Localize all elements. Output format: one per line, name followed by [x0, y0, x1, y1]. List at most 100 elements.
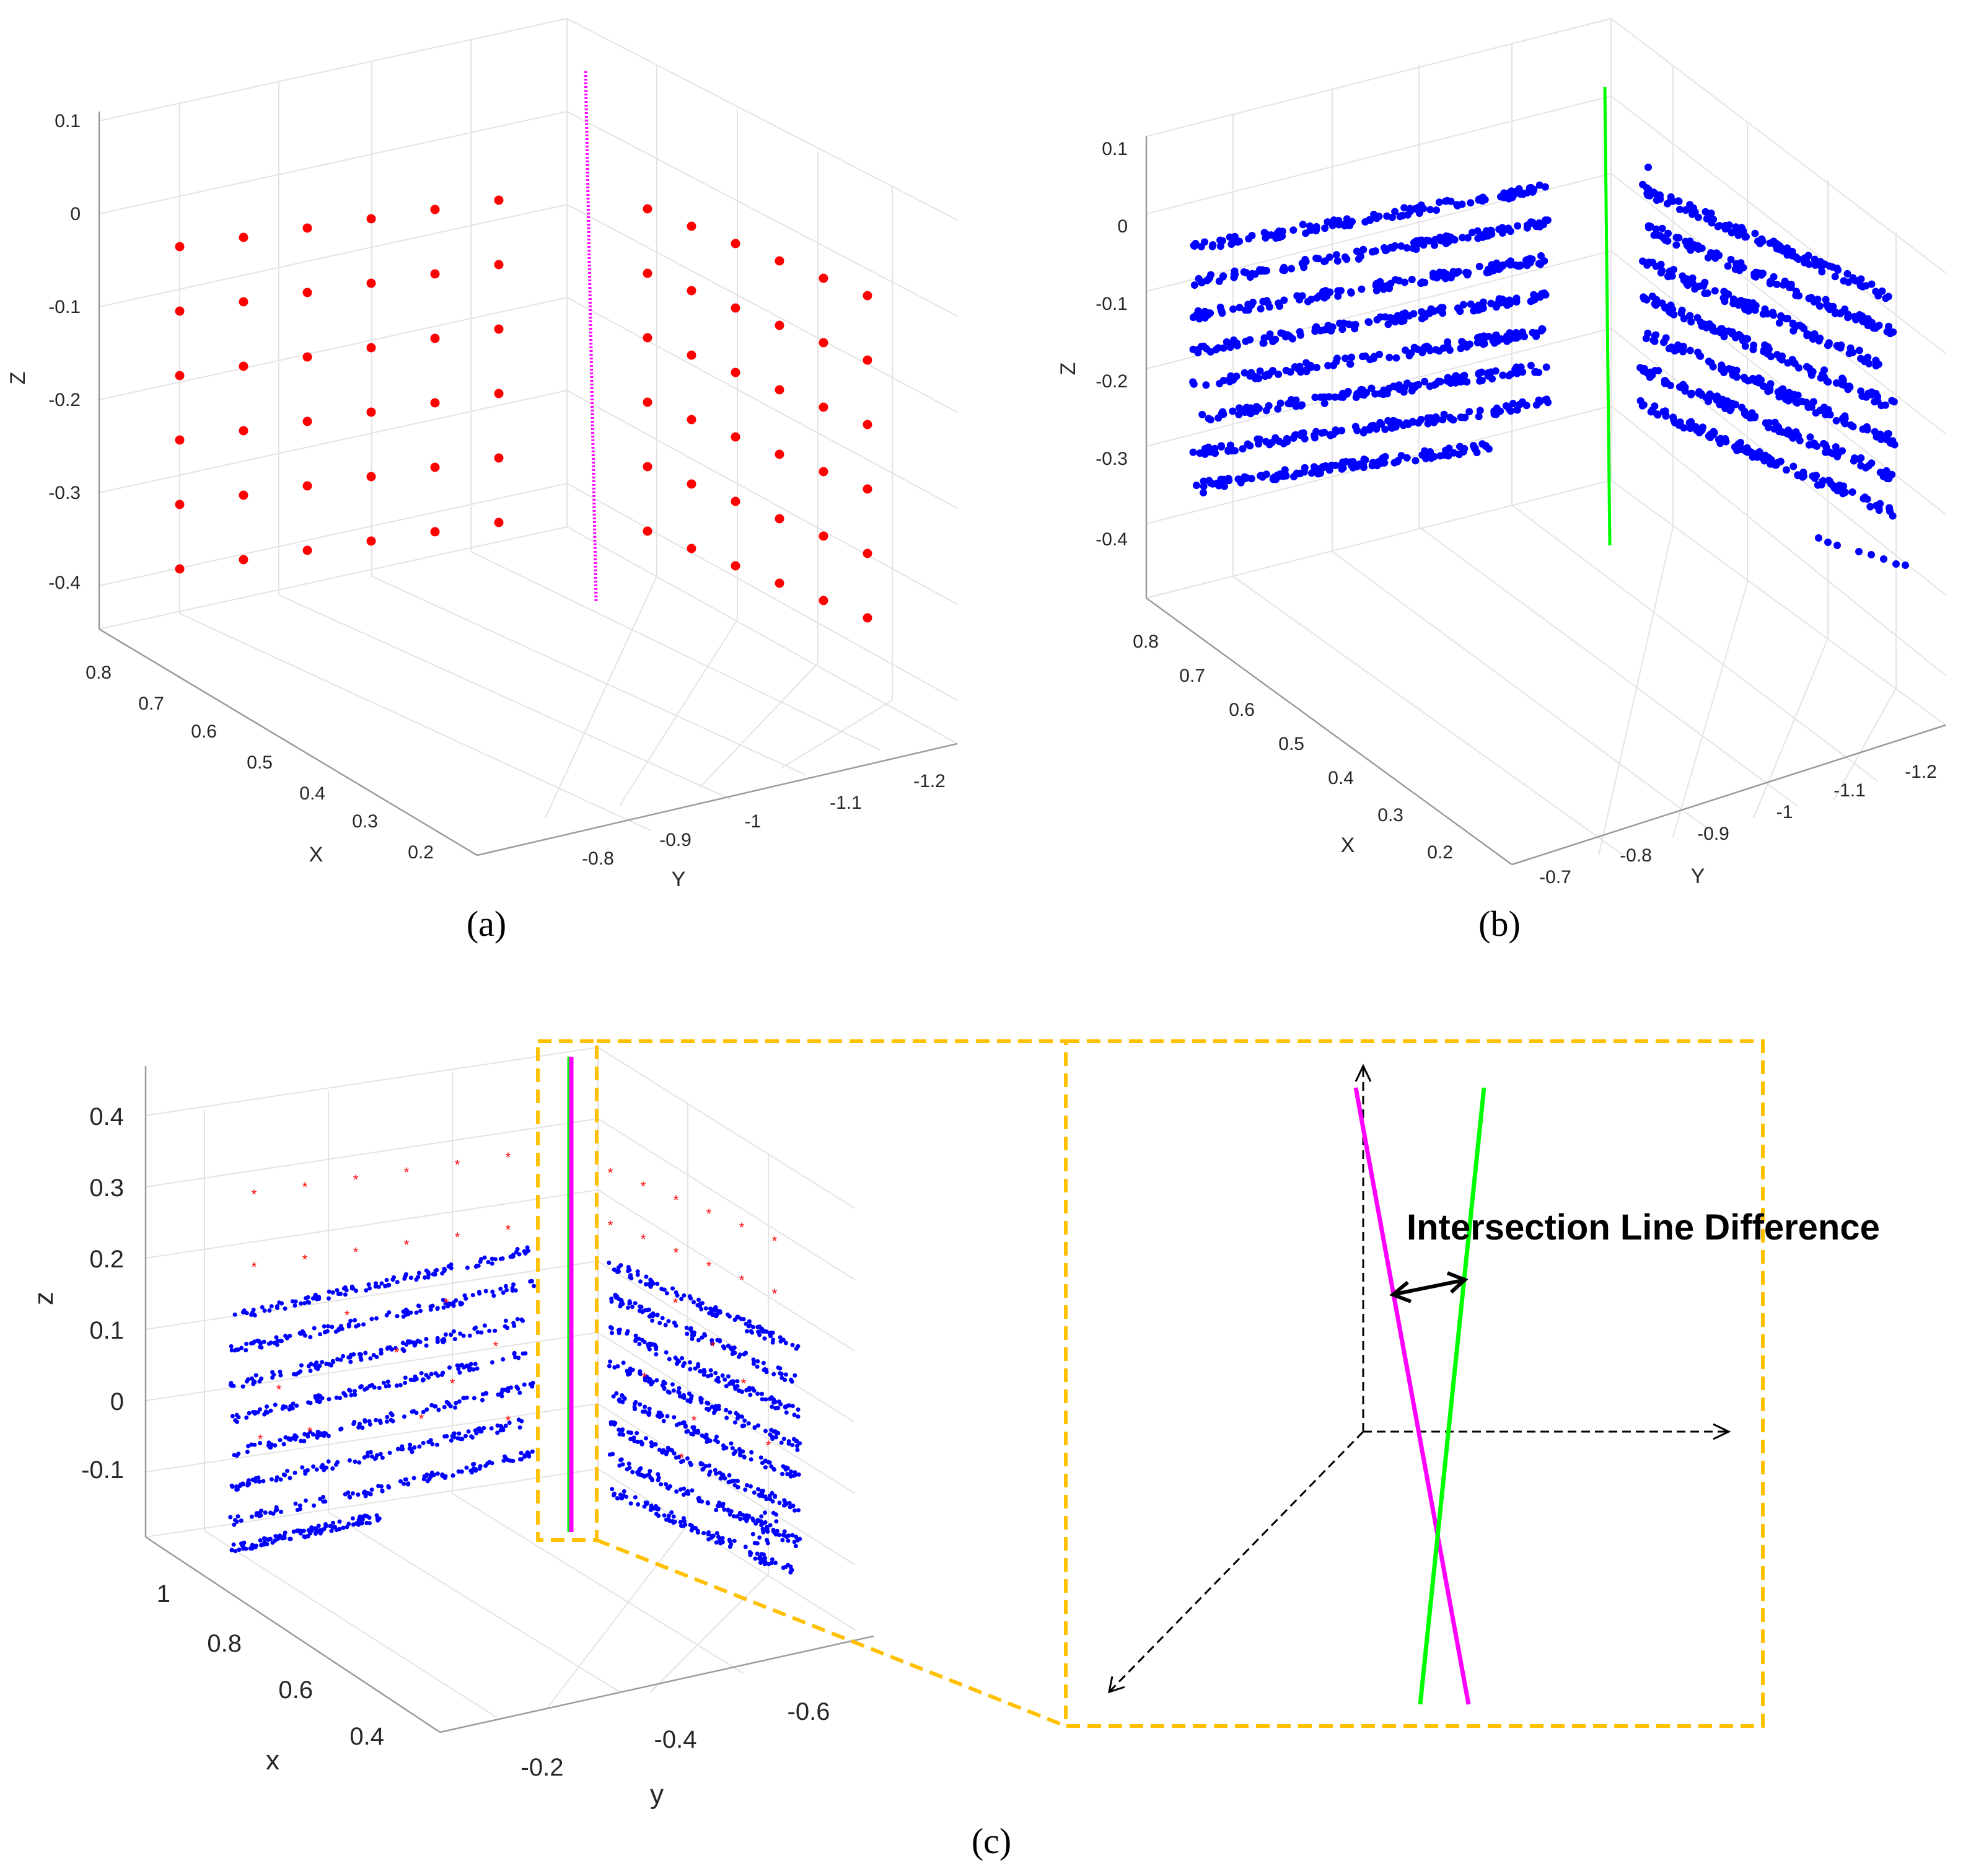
- measured-point: [741, 1317, 746, 1321]
- measured-point: [435, 1338, 440, 1343]
- measured-point: [1671, 347, 1679, 355]
- measured-point: [1688, 279, 1697, 287]
- measured-point: [323, 1329, 328, 1334]
- simulated-point: [687, 221, 696, 231]
- measured-point: [1293, 469, 1301, 477]
- measured-point: [249, 1514, 254, 1519]
- simulated-point-marker: *: [641, 1231, 646, 1247]
- measured-point: [478, 1464, 483, 1469]
- measured-point: [395, 1280, 400, 1285]
- measured-point: [320, 1360, 325, 1365]
- measured-point: [774, 1512, 779, 1517]
- measured-point: [688, 1367, 693, 1372]
- measured-point: [670, 1519, 675, 1524]
- measured-point: [703, 1333, 708, 1338]
- measured-point: [677, 1421, 682, 1426]
- measured-point: [767, 1460, 772, 1465]
- measured-point: [346, 1324, 351, 1329]
- measured-point: [666, 1513, 671, 1518]
- measured-point: [395, 1447, 400, 1451]
- measured-point: [500, 1387, 505, 1392]
- simulated-point: [175, 242, 185, 252]
- measured-point: [629, 1430, 634, 1435]
- simulated-point: [863, 420, 872, 429]
- measured-point: [244, 1341, 249, 1346]
- measured-point: [449, 1332, 454, 1337]
- measured-point: [1710, 216, 1718, 223]
- measured-point: [1340, 319, 1348, 327]
- measured-point: [1661, 236, 1669, 244]
- measured-point: [770, 1557, 775, 1562]
- measured-point: [763, 1429, 768, 1433]
- measured-point: [727, 1410, 732, 1415]
- measured-point: [1347, 288, 1355, 296]
- measured-point: [1830, 484, 1838, 492]
- measured-point: [707, 1463, 712, 1468]
- measured-point: [436, 1373, 441, 1378]
- measured-point: [1333, 355, 1341, 363]
- measured-point: [1392, 354, 1400, 362]
- measured-point: [260, 1305, 265, 1310]
- measured-point: [1421, 377, 1429, 385]
- measured-point: [274, 1507, 279, 1512]
- measured-point: [1662, 412, 1670, 420]
- measured-point: [398, 1383, 403, 1388]
- measured-point: [244, 1546, 248, 1551]
- measured-point: [1484, 369, 1492, 377]
- measured-point: [760, 1494, 765, 1499]
- measured-point: [729, 1441, 734, 1446]
- measured-point: [1482, 443, 1490, 451]
- measured-point: [288, 1334, 292, 1339]
- z-axis-label: Z: [1056, 363, 1080, 376]
- measured-point: [760, 1391, 764, 1396]
- measured-point: [1280, 296, 1288, 304]
- measured-point: [360, 1425, 365, 1430]
- measured-point: [482, 1323, 487, 1328]
- measured-point: [1371, 390, 1379, 398]
- measured-point: [305, 1534, 310, 1539]
- measured-point: [635, 1272, 640, 1277]
- measured-point: [1252, 373, 1260, 381]
- simulated-point: [643, 268, 652, 278]
- measured-point: [348, 1318, 353, 1323]
- measured-point: [720, 1373, 725, 1378]
- measured-point: [1253, 403, 1260, 411]
- measured-point: [638, 1466, 643, 1471]
- measured-point: [1859, 425, 1867, 433]
- measured-point: [1688, 423, 1696, 431]
- measured-point: [1816, 334, 1824, 342]
- measured-point: [790, 1443, 795, 1448]
- measured-point: [327, 1397, 332, 1402]
- measured-point: [513, 1355, 518, 1360]
- measured-point: [446, 1264, 451, 1269]
- measured-point: [1788, 252, 1796, 260]
- measured-point: [1866, 390, 1874, 398]
- measured-point: [1361, 426, 1369, 434]
- simulated-point: [863, 291, 872, 301]
- measured-point: [1231, 447, 1239, 455]
- simulated-point: [239, 426, 248, 436]
- zoom-inset-arrowheads: [1108, 1064, 1731, 1694]
- measured-point: [1256, 367, 1264, 375]
- measured-point: [424, 1268, 429, 1273]
- measured-point: [1458, 338, 1466, 346]
- measured-point: [457, 1431, 462, 1436]
- measured-point: [499, 1394, 504, 1399]
- measured-point: [489, 1426, 494, 1431]
- measured-point: [265, 1542, 270, 1546]
- measured-point: [759, 1552, 764, 1556]
- measured-point: [1478, 231, 1486, 239]
- simulated-point: [863, 613, 872, 623]
- measured-point: [680, 1356, 685, 1360]
- measured-point: [233, 1418, 238, 1423]
- measured-point: [452, 1431, 457, 1436]
- measured-point: [1465, 408, 1473, 416]
- measured-point: [781, 1464, 786, 1469]
- measured-point: [724, 1416, 729, 1420]
- measured-point: [1874, 397, 1882, 405]
- measured-point: [331, 1520, 335, 1525]
- measured-point: [1257, 305, 1265, 313]
- measured-point: [1283, 434, 1291, 443]
- measured-point: [1480, 298, 1487, 306]
- measured-point: [253, 1373, 258, 1378]
